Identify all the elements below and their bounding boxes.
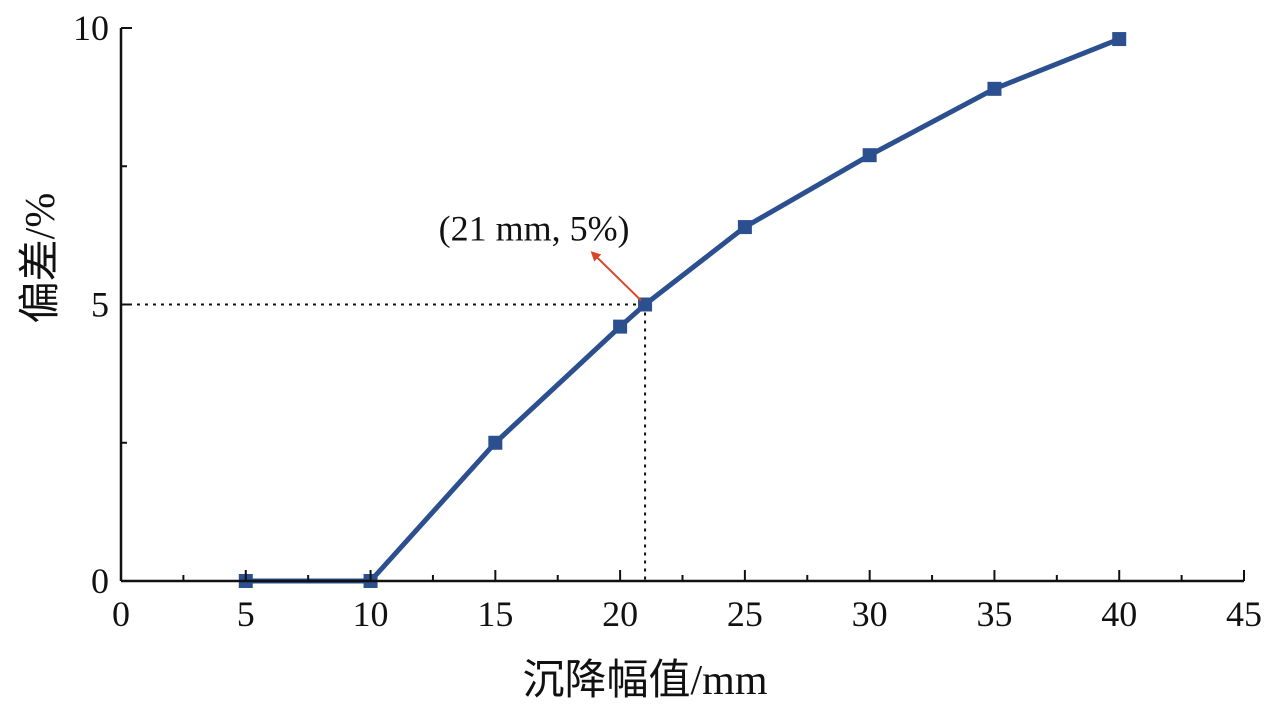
data-point (638, 297, 653, 312)
x-tick-label: 30 (852, 594, 888, 634)
data-point (987, 81, 1002, 96)
series-line (245, 36, 1121, 584)
x-tick-label: 10 (353, 594, 389, 634)
data-point (1112, 32, 1127, 47)
reference-lines (121, 303, 647, 581)
x-tick-label: 25 (727, 594, 763, 634)
data-point (862, 148, 877, 163)
annotation: (21 mm, 5%) (439, 209, 642, 302)
y-tick-label: 5 (91, 285, 109, 325)
x-tick-label: 20 (602, 594, 638, 634)
annotation-arrow (590, 251, 642, 302)
data-point (737, 220, 752, 235)
x-tick-label: 45 (1226, 594, 1262, 634)
x-tick-label: 40 (1101, 594, 1137, 634)
x-tick-label: 15 (477, 594, 513, 634)
annotation-label: (21 mm, 5%) (439, 209, 630, 249)
y-axis-title: 偏差/% (18, 193, 64, 324)
axes: 0 5 10 15 20 25 30 35 40 45 0 5 10 (73, 8, 1262, 634)
plot-series (238, 32, 1127, 588)
x-tick-label: 35 (976, 594, 1012, 634)
data-point (488, 435, 503, 450)
y-tick-label: 10 (73, 8, 109, 48)
x-axis-title: 沉降幅值/mm (522, 658, 767, 704)
y-tick-label: 0 (91, 561, 109, 601)
x-tick-label: 5 (237, 594, 255, 634)
x-tick-label: 0 (112, 594, 130, 634)
data-point (613, 319, 628, 334)
